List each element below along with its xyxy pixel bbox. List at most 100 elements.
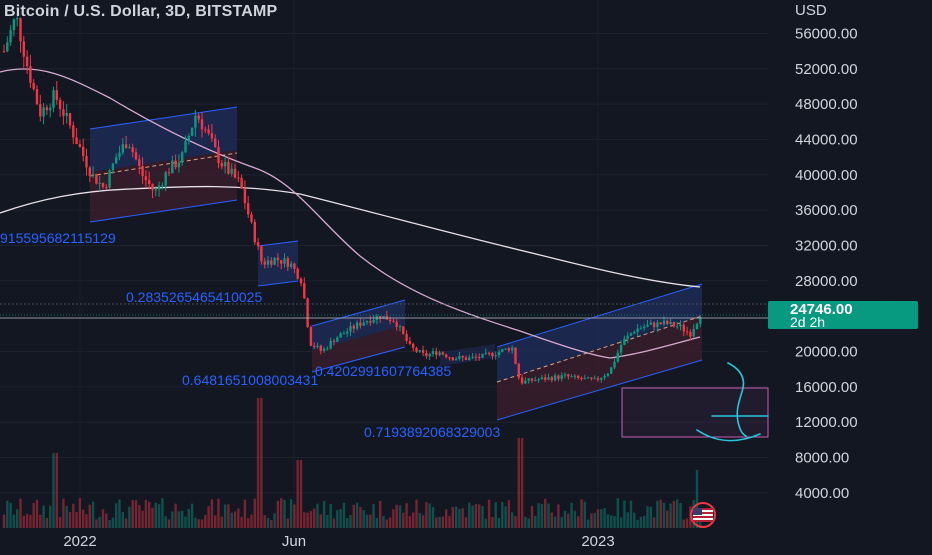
candle-body bbox=[428, 353, 431, 357]
candle-body bbox=[293, 263, 296, 269]
volume-bar bbox=[669, 503, 672, 528]
candle-body bbox=[451, 357, 454, 361]
candle-body bbox=[633, 332, 636, 334]
candle-body bbox=[659, 322, 662, 325]
candle-body bbox=[58, 99, 62, 110]
volume-bar bbox=[243, 499, 247, 528]
candle-body bbox=[600, 377, 603, 380]
volume-bar bbox=[425, 502, 428, 528]
candle-body bbox=[19, 18, 22, 42]
candle-body bbox=[154, 189, 157, 191]
fibonacci-labels: 915595682115129 0.2835265465410025 0.648… bbox=[0, 230, 500, 440]
candle-body bbox=[263, 261, 266, 265]
volume-bar bbox=[181, 510, 184, 528]
volume-bar bbox=[435, 517, 438, 528]
volume-bar bbox=[514, 516, 517, 528]
volume-bar bbox=[250, 514, 253, 528]
candle-body bbox=[676, 326, 679, 328]
channel-5-mid-line[interactable] bbox=[496, 315, 703, 383]
volume-bar bbox=[6, 500, 9, 528]
volume-bar bbox=[616, 498, 619, 528]
candle-body bbox=[204, 129, 207, 131]
channel-1-top-line[interactable] bbox=[89, 106, 238, 130]
y-tick-label: 12000.00 bbox=[795, 414, 858, 431]
volume-bar bbox=[171, 511, 174, 528]
volume-bar bbox=[62, 498, 65, 528]
y-axis[interactable]: 56000.00 52000.00 48000.00 44000.00 40000.00… bbox=[795, 26, 858, 502]
volume-bar bbox=[223, 504, 227, 528]
candle-body bbox=[306, 298, 309, 328]
candle-body bbox=[504, 348, 507, 350]
candle-body bbox=[247, 203, 250, 215]
candle-body bbox=[682, 324, 685, 332]
candle-body bbox=[342, 333, 346, 335]
last-price-tag: 24746.00 2d 2h bbox=[768, 301, 918, 330]
volume-bar bbox=[468, 502, 471, 528]
target-zone[interactable] bbox=[621, 387, 769, 438]
volume-bar bbox=[141, 510, 144, 528]
candle-body bbox=[669, 321, 672, 325]
candle-body bbox=[177, 162, 181, 168]
x-axis[interactable]: 2022 Jun 2023 bbox=[63, 533, 614, 550]
channel-1-bottom-line[interactable] bbox=[89, 199, 238, 223]
channel-5-top-line[interactable] bbox=[496, 283, 703, 348]
candle-body bbox=[527, 378, 530, 381]
target-box[interactable] bbox=[621, 387, 769, 438]
volume-bar bbox=[289, 499, 293, 528]
candle-body bbox=[115, 157, 118, 164]
channel-3-bottom-line[interactable] bbox=[311, 346, 406, 373]
candle-body bbox=[91, 174, 95, 176]
candle-body bbox=[296, 268, 299, 279]
volume-bar bbox=[596, 509, 600, 528]
candle-body bbox=[65, 113, 68, 116]
volume-bar bbox=[144, 499, 148, 528]
candle-body bbox=[662, 320, 666, 325]
volume-bar bbox=[167, 519, 171, 528]
y-tick-label: 16000.00 bbox=[795, 379, 858, 396]
us-flag-icon[interactable] bbox=[690, 502, 716, 528]
annotation-4: 0.4202991607764385 bbox=[315, 363, 451, 379]
y-tick-label: 56000.00 bbox=[795, 26, 858, 43]
volume-bar bbox=[98, 516, 101, 528]
candle-body bbox=[392, 321, 395, 323]
volume-bar bbox=[504, 506, 507, 528]
candle-body bbox=[299, 278, 303, 284]
volume-bar bbox=[643, 515, 646, 528]
candle-body bbox=[471, 356, 474, 358]
candle-body bbox=[164, 172, 167, 186]
freehand-arrow-path[interactable] bbox=[696, 362, 769, 442]
candle-body bbox=[405, 333, 408, 342]
channel-drawings[interactable] bbox=[89, 106, 703, 421]
volume-bar bbox=[91, 501, 95, 528]
volume-bar bbox=[200, 519, 204, 528]
volume-bar bbox=[451, 507, 454, 528]
channel-2-top-line[interactable] bbox=[257, 240, 299, 247]
volume-bar bbox=[108, 519, 111, 528]
volume-bar bbox=[623, 500, 626, 528]
grid-layer bbox=[0, 33, 768, 494]
volume-bar bbox=[306, 512, 309, 528]
candle-body bbox=[52, 90, 55, 108]
channel-1-mid-line[interactable] bbox=[89, 152, 238, 177]
volume-bar bbox=[662, 502, 666, 528]
candle-body bbox=[646, 324, 649, 327]
candle-body bbox=[514, 347, 517, 364]
channel-2-bottom-line[interactable] bbox=[257, 280, 299, 287]
volume-bar bbox=[461, 508, 464, 528]
candle-body bbox=[250, 214, 253, 222]
candle-body bbox=[332, 340, 336, 342]
volume-bar bbox=[39, 514, 42, 528]
candle-body bbox=[369, 320, 372, 323]
candle-body bbox=[280, 260, 283, 264]
volume-bar bbox=[633, 512, 636, 528]
channel-5-bottom-line[interactable] bbox=[496, 359, 703, 421]
volume-bar bbox=[481, 505, 484, 528]
candle-body bbox=[639, 328, 643, 330]
candle-body bbox=[666, 320, 669, 325]
freehand-drawing[interactable] bbox=[696, 362, 769, 442]
volume-bar bbox=[68, 512, 72, 528]
volume-bar bbox=[49, 505, 52, 528]
volume-bar bbox=[474, 504, 478, 528]
